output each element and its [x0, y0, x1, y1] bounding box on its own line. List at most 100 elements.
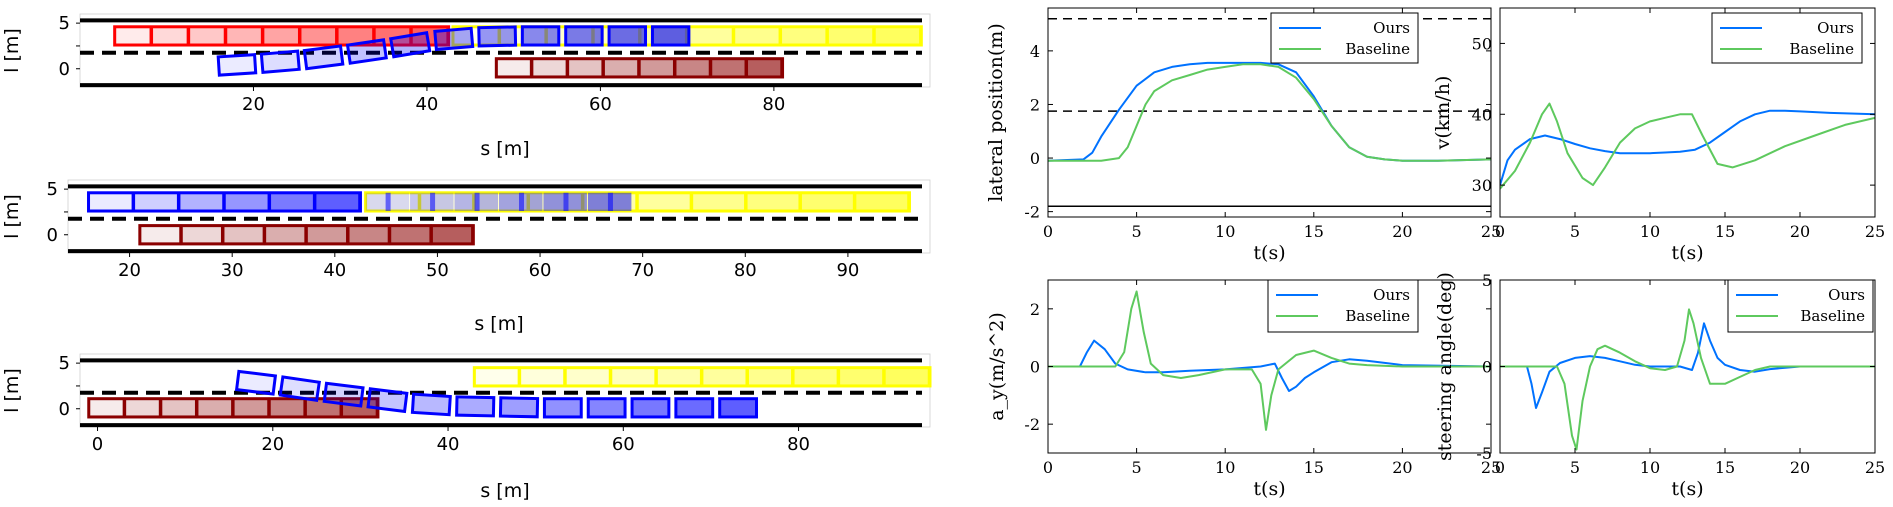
vehicle-box: [187, 25, 227, 47]
x-tick-label: 5: [1570, 222, 1580, 241]
vehicle-box: [195, 397, 234, 419]
x-axis-label: t(s): [1253, 478, 1285, 500]
vehicle-box: [138, 224, 182, 246]
legend-label-ours: Ours: [1817, 19, 1854, 37]
trajectory-panel-1: 20 40 60 80 0 5 s [m] l [m]: [1, 13, 931, 160]
vehicle-box: [234, 369, 278, 396]
vehicle-box: [853, 191, 910, 213]
vehicle-box: [602, 57, 640, 79]
vehicle-box: [473, 366, 521, 388]
vehicle-box: [477, 25, 518, 48]
x-tick-label: 0: [1495, 222, 1505, 241]
vehicle-box: [313, 191, 361, 213]
x-tick-label: 0: [1043, 222, 1053, 241]
vehicle-trajectory-3: [494, 57, 785, 79]
trajectory-panel-2: 20 30 40 50 60 70 80 90 0 5 s [m] l [m]: [1, 179, 931, 335]
vehicle-box: [520, 25, 561, 47]
legend-box: [1270, 12, 1419, 64]
y-tick-label: -2: [1024, 203, 1040, 222]
vehicle-box: [542, 397, 583, 419]
x-tick-label: 0: [1495, 458, 1505, 477]
vehicle-box: [410, 392, 452, 417]
vehicle-box: [430, 192, 436, 212]
vehicle-box: [883, 366, 931, 388]
vehicle-box: [564, 25, 604, 47]
vehicle-box: [474, 192, 480, 212]
vehicle-box: [650, 25, 691, 47]
vehicle-trajectory-1: [87, 191, 362, 213]
vehicle-outline: [494, 57, 785, 79]
series-line-baseline: [1048, 290, 1491, 431]
vehicle-box: [302, 44, 345, 71]
y-tick-label: 0: [1030, 358, 1040, 377]
vehicle-outline: [472, 366, 932, 388]
vehicle-box: [150, 25, 190, 47]
x-tick-label: 20: [1392, 458, 1412, 477]
vehicle-box: [216, 53, 258, 77]
legend-label-ours: Ours: [1373, 19, 1410, 37]
vehicle-box: [232, 397, 270, 419]
y-tick-label: 4: [1030, 42, 1040, 61]
vehicle-box: [586, 397, 627, 419]
legend-box: [1267, 279, 1419, 333]
legend-box: [1711, 12, 1863, 64]
legend: Ours Baseline: [1267, 279, 1419, 333]
series-line-ours: [1048, 339, 1491, 392]
x-tick-label: 20: [242, 94, 265, 115]
y-tick-label: 0: [59, 59, 70, 80]
legend-label-ours: Ours: [1373, 286, 1410, 304]
vehicle-box: [873, 25, 922, 47]
y-tick-label: 0: [47, 225, 58, 246]
vehicle-trajectory-3: [365, 192, 632, 212]
x-tick-label: 5: [1570, 458, 1580, 477]
vehicle-box: [638, 57, 676, 79]
vehicle-box: [779, 25, 828, 47]
x-tick-label: 0: [1043, 458, 1053, 477]
vehicle-box: [366, 387, 409, 414]
legend-label-baseline: Baseline: [1345, 40, 1410, 58]
x-tick-label: 40: [415, 94, 438, 115]
vehicle-box: [630, 397, 671, 419]
x-tick-label: 70: [631, 260, 654, 281]
x-tick-label: 90: [836, 260, 859, 281]
plot-frame: [1499, 7, 1876, 218]
x-tick-label: 10: [1640, 222, 1660, 241]
vehicle-box: [305, 224, 349, 246]
x-axis-label: s [m]: [474, 313, 523, 335]
line-chart-2: 0 5 10 15 20 25 30 40 50 t(s) v(km/h) Ours Baseline: [1432, 7, 1885, 264]
vehicle-box: [278, 375, 321, 402]
x-tick-label: 20: [118, 260, 141, 281]
legend-label-baseline: Baseline: [1800, 307, 1865, 325]
vehicle-box: [389, 30, 432, 59]
y-tick-label: -2: [1024, 415, 1040, 434]
vehicle-box: [495, 57, 533, 79]
vehicle-box: [221, 224, 266, 246]
y-axis-label: l [m]: [1, 368, 23, 413]
legend-box: [1727, 279, 1874, 333]
vehicle-box: [385, 192, 391, 212]
vehicle-box: [498, 396, 540, 419]
x-tick-label: 40: [323, 260, 346, 281]
x-axis-label: s [m]: [480, 480, 529, 502]
y-axis-label: a_y(m/s^2): [986, 312, 1008, 421]
vehicle-box: [113, 25, 153, 47]
y-axis-label: l [m]: [1, 194, 23, 239]
y-tick-label: 2: [1030, 95, 1040, 114]
vehicle-box: [655, 366, 703, 388]
vehicle-box: [430, 224, 474, 246]
legend: Ours Baseline: [1711, 12, 1863, 64]
y-axis-label: steering angle(deg): [1434, 272, 1456, 461]
vehicle-box: [745, 57, 783, 79]
y-tick-label: -5: [1476, 444, 1492, 463]
x-tick-label: 20: [261, 434, 284, 455]
vehicle-box: [159, 397, 198, 419]
vehicle-box: [690, 191, 747, 213]
vehicle-box: [745, 191, 801, 213]
vehicle-trajectory-3: [234, 369, 758, 419]
y-tick-label: 5: [1482, 271, 1492, 290]
vehicle-box: [123, 397, 162, 419]
vehicle-box: [709, 57, 748, 79]
x-tick-label: 25: [1481, 458, 1501, 477]
